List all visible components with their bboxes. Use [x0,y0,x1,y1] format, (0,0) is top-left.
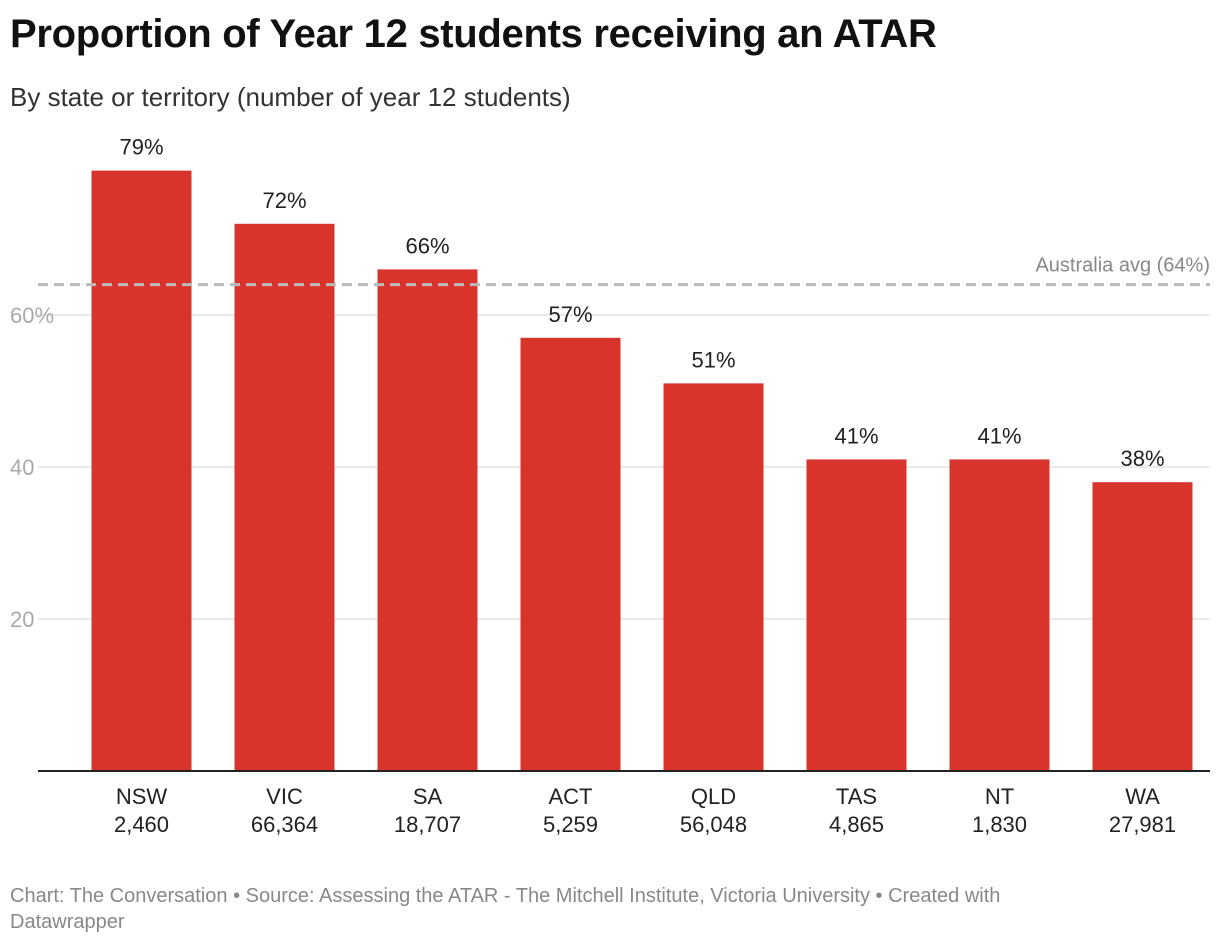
x-tick-sublabel: 1,830 [972,812,1027,837]
data-label: 41% [977,423,1021,448]
footer-separator: • [227,885,246,907]
x-tick-label: WA [1125,784,1160,809]
x-tick-label: SA [413,784,443,809]
x-tick-label: VIC [266,784,303,809]
bar [949,459,1050,771]
data-label: 38% [1120,446,1164,471]
data-label: 51% [691,347,735,372]
chart-title: Proportion of Year 12 students receiving… [10,12,937,56]
data-label: 41% [834,423,878,448]
x-tick-sublabel: 56,048 [680,812,747,837]
reference-line-label: Australia avg (64%) [1035,255,1210,277]
x-tick-label: QLD [691,784,736,809]
x-tick-sublabel: 66,364 [251,812,318,837]
y-tick-label: 60% [10,303,54,328]
x-tick-label: NT [985,784,1014,809]
x-tick-label: TAS [836,784,877,809]
bar [1092,482,1193,771]
bar [663,383,764,771]
chart-credit: Chart: The Conversation [10,885,228,907]
bar [806,459,907,771]
y-tick-label: 40 [10,455,34,480]
x-tick-sublabel: 27,981 [1109,812,1176,837]
datawrapper-credit: Created with Datawrapper [10,885,1001,933]
footer-separator: • [869,885,889,907]
data-label: 66% [405,233,449,258]
source-credit: Source: Assessing the ATAR - The Mitchel… [245,885,870,907]
data-label: 57% [548,302,592,327]
bar [520,337,621,771]
y-tick-label: 20 [10,607,34,632]
x-tick-sublabel: 2,460 [114,812,169,837]
bar [234,223,335,772]
data-label: 72% [262,188,306,213]
chart-footer: Chart: The Conversation • Source: Assess… [10,883,1110,935]
bar [91,170,192,772]
x-tick-sublabel: 5,259 [543,812,598,837]
x-tick-sublabel: 18,707 [394,812,461,837]
bar [377,269,478,771]
x-tick-label: ACT [549,784,593,809]
data-label: 79% [119,135,163,160]
x-tick-label: NSW [116,784,168,809]
chart-subtitle: By state or territory (number of year 12… [10,82,571,112]
x-tick-sublabel: 4,865 [829,812,884,837]
